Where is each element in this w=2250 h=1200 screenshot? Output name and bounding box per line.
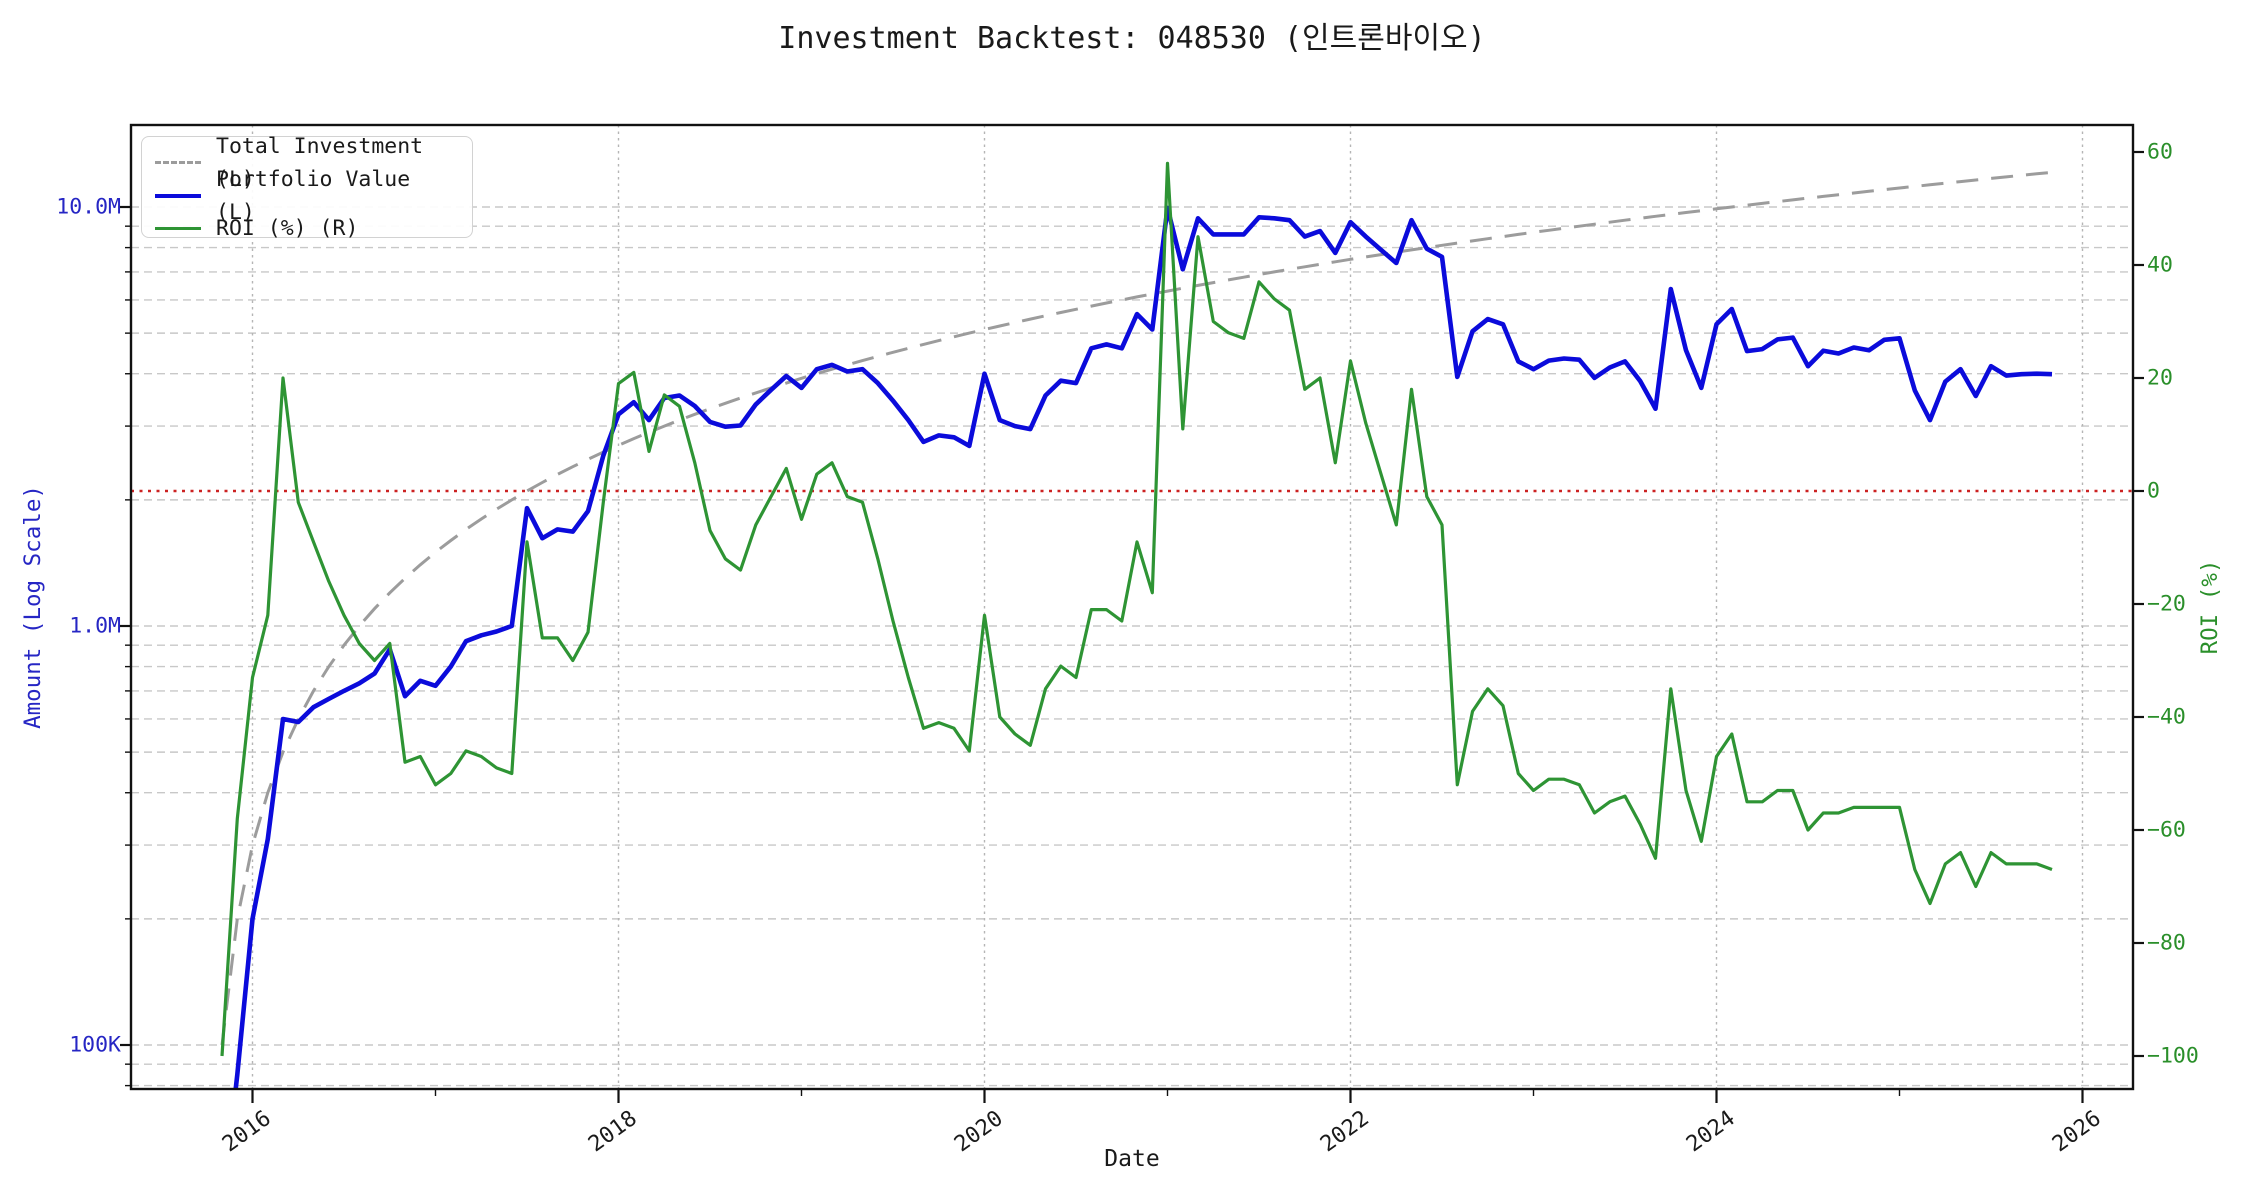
right-tick-label: −60 [2147,817,2186,843]
right-tick-label: 60 [2147,139,2173,165]
plot-border [129,123,2135,1091]
left-tick-label: 1.0M [69,613,121,639]
series [220,161,2053,1089]
right-tick-label: −80 [2147,930,2186,956]
page-title: Investment Backtest: 048530 (인트론바이오) [778,21,1486,56]
total-investment-line [220,170,2053,1046]
right-tick-label: 40 [2147,252,2173,278]
total-investment-swatch [155,161,201,164]
left-tick-label: 100K [69,1032,121,1058]
portfolio-value-swatch [155,193,201,198]
legend-item-roi: ROI (%) (R) [155,212,458,245]
portfolio-value-line [233,205,2053,1089]
right-tick-label: −100 [2147,1043,2199,1069]
right-tick-label: 20 [2147,365,2173,391]
legend-label: ROI (%) (R) [216,216,359,241]
legend-label: Portfolio Value (L) [216,166,411,225]
axis-ticks [120,150,2144,1103]
legend-label: Total Investment (L) [216,133,424,192]
right-tick-label: −40 [2147,704,2186,730]
right-tick-label: −20 [2147,591,2186,617]
roi-swatch [155,227,201,230]
roi-line [220,161,2053,1057]
left-tick-label: 10.0M [56,194,121,220]
x-axis-title: Date [1104,1146,1160,1172]
left-axis-title: Amount (Log Scale) [20,485,46,729]
legend-item-portfolio-value: Portfolio Value (L) [155,167,458,225]
gridlines [131,125,2133,1089]
right-tick-label: 0 [2147,478,2160,504]
right-axis-title: ROI (%) [2197,559,2223,655]
legend: Total Investment (L) Portfolio Value (L)… [141,134,473,241]
legend-item-total-investment: Total Investment (L) [155,134,458,192]
